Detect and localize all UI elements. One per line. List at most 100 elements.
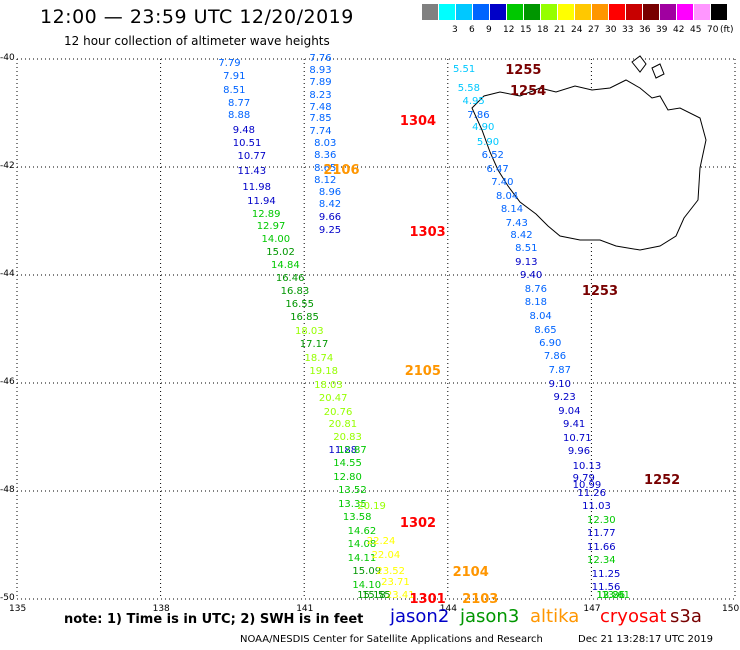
wave-height-value: 12.30 xyxy=(586,514,616,526)
scale-swatch xyxy=(677,4,693,20)
scale-label: 3 xyxy=(452,25,458,35)
wave-height-value: 8.51 xyxy=(515,243,538,255)
wave-height-value: 9.10 xyxy=(548,378,571,390)
wave-height-value: 11.26 xyxy=(577,487,607,499)
wave-height-value: 10.13 xyxy=(572,460,602,472)
wave-height-value: 7.79 xyxy=(218,58,241,70)
scale-swatch xyxy=(507,4,523,20)
wave-height-value: 22.24 xyxy=(366,536,396,548)
pass-label: 1301 xyxy=(409,592,446,607)
wave-height-value: 15.55 xyxy=(362,590,391,601)
wave-height-value: 9.23 xyxy=(553,392,576,404)
wave-height-value: 14.00 xyxy=(261,233,291,245)
wave-height-value: 7.86 xyxy=(467,109,490,121)
wave-height-value: 16.46 xyxy=(275,272,305,284)
pass-label: 2106 xyxy=(323,162,360,178)
wave-height-value: 19.18 xyxy=(309,366,338,378)
x-tick-label: 138 xyxy=(152,604,170,614)
x-tick-label: 144 xyxy=(439,604,457,614)
wave-height-value: 20.83 xyxy=(333,432,362,444)
scale-swatch xyxy=(473,4,489,20)
wave-height-value: 8.65 xyxy=(534,324,557,336)
wave-height-value: 11.77 xyxy=(586,528,616,540)
y-tick-label: -42 xyxy=(0,161,15,171)
scale-swatch xyxy=(643,4,659,20)
wave-height-value: 8.93 xyxy=(309,64,332,76)
wave-height-value: 8.14 xyxy=(500,204,524,216)
pass-label: 1252 xyxy=(644,473,681,489)
wave-height-value: 8.36 xyxy=(314,150,337,162)
x-tick-label: 147 xyxy=(583,604,601,614)
wave-height-value: 12.87 xyxy=(338,444,367,456)
legend-item-jason2: jason2 xyxy=(390,606,450,627)
scale-label: 45 xyxy=(690,25,702,35)
wave-height-value: 11.43 xyxy=(237,166,267,178)
wave-height-value: 14.10 xyxy=(352,579,382,591)
scale-label: 15 xyxy=(520,25,532,35)
wave-height-value: 7.89 xyxy=(309,77,332,89)
scale-label: 36 xyxy=(639,25,651,35)
wave-height-value: 11.03 xyxy=(582,501,611,513)
pass-label: 1253 xyxy=(581,284,618,300)
pass-label: 1302 xyxy=(399,516,437,532)
scale-swatch xyxy=(490,4,506,20)
wave-height-value: 9.48 xyxy=(232,124,256,136)
scale-label: 30 xyxy=(605,25,617,35)
pass-label: 2103 xyxy=(462,592,499,607)
wave-height-value: 13.35 xyxy=(338,498,367,510)
pass-label: 2105 xyxy=(404,364,441,380)
pass-label: 1304 xyxy=(399,114,437,130)
scale-label: 42 xyxy=(673,25,685,35)
pass-label: 1255 xyxy=(505,62,542,78)
wave-height-value: 7.85 xyxy=(309,113,332,125)
wave-height-value: 8.23 xyxy=(309,89,332,101)
wave-height-value: 23.71 xyxy=(381,576,410,588)
wave-height-value: 5.58 xyxy=(457,82,480,94)
wave-height-value: 20.19 xyxy=(357,501,386,513)
wave-height-value: 6.47 xyxy=(486,163,509,175)
y-tick-label: -40 xyxy=(0,53,15,63)
wave-height-value: 20.47 xyxy=(318,393,348,405)
wave-height-value: 8.96 xyxy=(318,186,342,198)
legend-item-jason3: jason3 xyxy=(460,606,520,627)
wave-height-value: 9.79 xyxy=(572,473,595,485)
scale-label: 6 xyxy=(469,25,475,35)
wave-height-value: 4.95 xyxy=(462,96,485,108)
scale-swatch xyxy=(660,4,676,20)
scale-label: 39 xyxy=(656,25,668,35)
wave-height-value: 17.17 xyxy=(299,339,329,351)
scale-label: 12 xyxy=(503,25,515,35)
wave-height-value: 9.40 xyxy=(519,270,543,282)
wave-height-value: 8.76 xyxy=(524,284,547,296)
wave-height-value: 9.41 xyxy=(563,419,586,431)
wave-height-value: 5.51 xyxy=(452,63,476,75)
wave-height-value: 18.74 xyxy=(304,352,334,364)
y-tick-label: -44 xyxy=(0,269,15,279)
scale-label: 9 xyxy=(486,25,492,35)
wave-height-value: 4.90 xyxy=(472,121,495,133)
wave-height-value: 12.81 xyxy=(596,590,626,601)
wave-height-value: 7.43 xyxy=(505,217,528,229)
wave-height-value: 10.99 xyxy=(572,479,602,491)
scale-label: 70 xyxy=(707,25,719,35)
wave-height-value: 15.18 xyxy=(357,590,386,601)
x-tick-label: 135 xyxy=(9,604,27,614)
wave-height-value: 20.76 xyxy=(323,406,353,418)
wave-height-value: 14.11 xyxy=(347,552,377,564)
wave-height-value: 7.86 xyxy=(543,351,567,363)
wave-height-value: 7.91 xyxy=(223,70,246,82)
wave-height-value: 11.94 xyxy=(247,195,276,207)
wave-height-value: 18.03 xyxy=(294,325,324,337)
wave-height-value: 8.04 xyxy=(496,190,519,202)
wave-height-value: 7.48 xyxy=(309,101,332,113)
wave-height-value: 9.04 xyxy=(558,405,581,417)
y-tick-label: -50 xyxy=(0,593,15,603)
scale-swatch xyxy=(575,4,591,20)
wave-height-value: 15.09 xyxy=(352,566,382,577)
wave-height-value: 7.87 xyxy=(548,364,571,376)
legend-item-s3a: s3a xyxy=(670,606,702,627)
y-tick-label: -46 xyxy=(0,377,15,387)
legend-item-cryosat: cryosat xyxy=(600,606,667,627)
wave-height-value: 10.77 xyxy=(237,151,267,163)
wave-height-value: 6.52 xyxy=(481,150,504,162)
